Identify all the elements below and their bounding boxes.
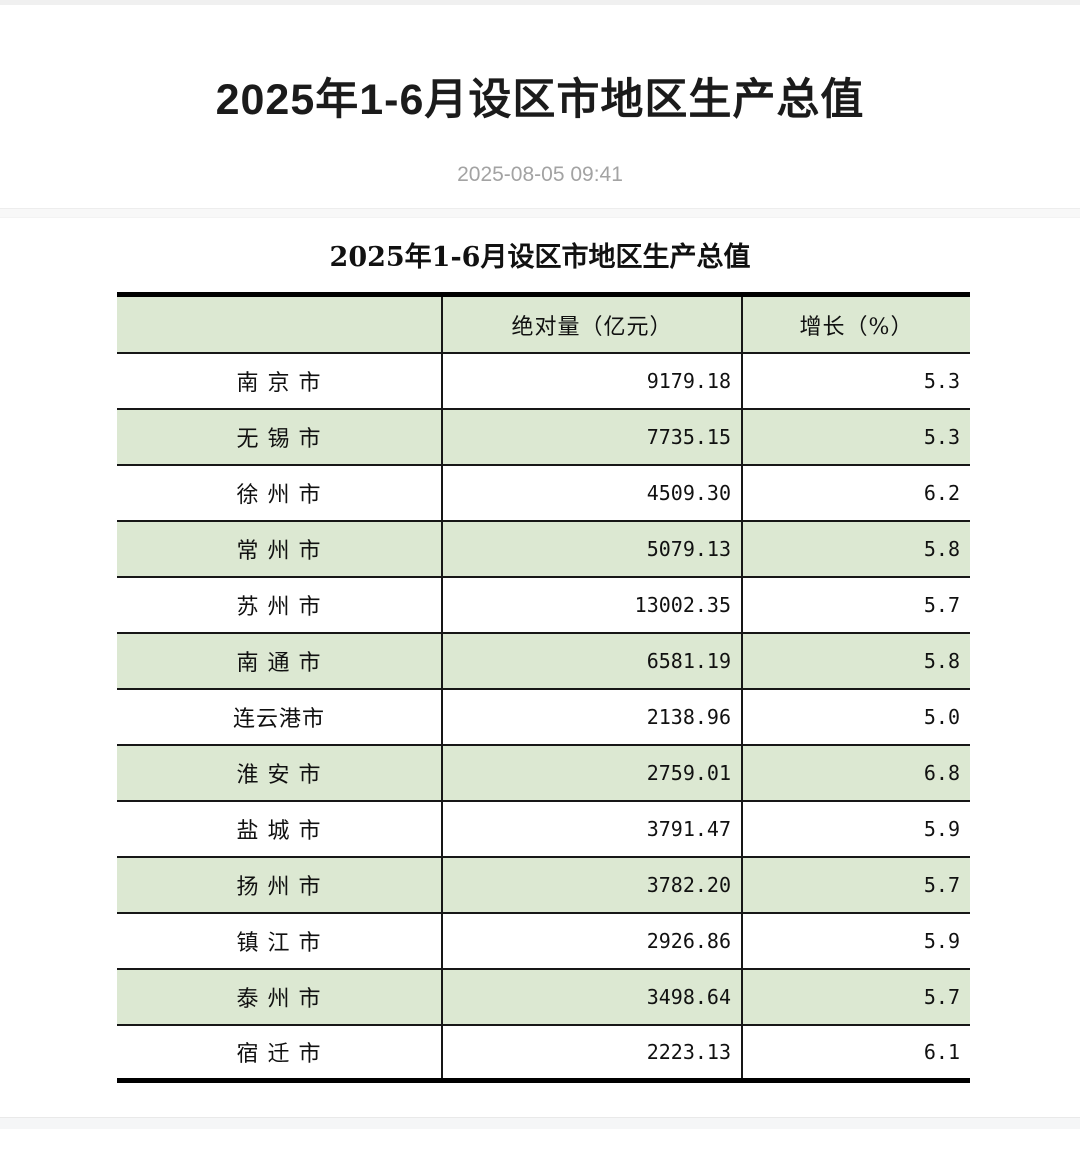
growth-value-cell: 5.0 (741, 688, 970, 746)
table-row: 扬 州 市 3782.20 5.7 (117, 856, 970, 914)
absolute-value-cell: 2223.13 (441, 1024, 742, 1081)
absolute-value-cell: 9179.18 (441, 352, 742, 410)
col-header-absolute: 绝对量（亿元） (441, 294, 742, 354)
section-divider (0, 208, 1080, 219)
table-title: 2025年1-6月设区市地区生产总值 (329, 242, 751, 274)
absolute-value-cell: 7735.15 (441, 408, 742, 466)
table-row: 南 通 市 6581.19 5.8 (117, 632, 970, 690)
growth-value-cell: 5.3 (741, 408, 970, 466)
publish-time: 2025-08-05 09:41 (457, 163, 623, 187)
table-row: 盐 城 市 3791.47 5.9 (117, 800, 970, 858)
absolute-value-cell: 3791.47 (441, 800, 742, 858)
city-cell: 常 州 市 (117, 520, 442, 578)
growth-value-cell: 5.7 (741, 968, 970, 1026)
absolute-value-cell: 2138.96 (441, 688, 742, 746)
table-header: 绝对量（亿元） 增长（%） (117, 294, 970, 354)
city-cell: 宿 迁 市 (117, 1024, 442, 1081)
city-cell: 镇 江 市 (117, 912, 442, 970)
table-body: 南 京 市 9179.18 5.3 无 锡 市 7735.15 5.3 徐 州 … (117, 352, 970, 1081)
absolute-value-cell: 3498.64 (441, 968, 742, 1026)
table-row: 徐 州 市 4509.30 6.2 (117, 464, 970, 522)
absolute-value-cell: 3782.20 (441, 856, 742, 914)
city-cell: 徐 州 市 (117, 464, 442, 522)
table-row: 无 锡 市 7735.15 5.3 (117, 408, 970, 466)
absolute-value-cell: 6581.19 (441, 632, 742, 690)
absolute-value-cell: 13002.35 (441, 576, 742, 634)
table-row: 宿 迁 市 2223.13 6.1 (117, 1024, 970, 1081)
absolute-value-cell: 5079.13 (441, 520, 742, 578)
col-header-growth: 增长（%） (741, 294, 970, 354)
page-top-strip (0, 0, 1080, 5)
growth-value-cell: 5.8 (741, 520, 970, 578)
table-row: 南 京 市 9179.18 5.3 (117, 352, 970, 410)
city-cell: 南 通 市 (117, 632, 442, 690)
table-row: 常 州 市 5079.13 5.8 (117, 520, 970, 578)
page-title: 2025年1-6月设区市地区生产总值 (215, 76, 865, 124)
gdp-table: 绝对量（亿元） 增长（%） 南 京 市 9179.18 5.3 无 锡 市 77… (117, 292, 970, 1084)
growth-value-cell: 5.3 (741, 352, 970, 410)
growth-value-cell: 5.9 (741, 912, 970, 970)
city-cell: 盐 城 市 (117, 800, 442, 858)
city-cell: 苏 州 市 (117, 576, 442, 634)
city-cell: 扬 州 市 (117, 856, 442, 914)
article-header: 2025年1-6月设区市地区生产总值 2025-08-05 09:41 (0, 5, 1080, 185)
growth-value-cell: 6.2 (741, 464, 970, 522)
growth-value-cell: 5.7 (741, 576, 970, 634)
city-cell: 连云港市 (117, 688, 442, 746)
page-footer-strip (0, 1117, 1080, 1130)
absolute-value-cell: 2926.86 (441, 912, 742, 970)
growth-value-cell: 5.9 (741, 800, 970, 858)
city-cell: 南 京 市 (117, 352, 442, 410)
growth-value-cell: 5.8 (741, 632, 970, 690)
growth-value-cell: 6.1 (741, 1024, 970, 1081)
header-row: 绝对量（亿元） 增长（%） (117, 294, 970, 354)
absolute-value-cell: 4509.30 (441, 464, 742, 522)
city-cell: 泰 州 市 (117, 968, 442, 1026)
table-row: 淮 安 市 2759.01 6.8 (117, 744, 970, 802)
table-row: 泰 州 市 3498.64 5.7 (117, 968, 970, 1026)
city-cell: 无 锡 市 (117, 408, 442, 466)
city-cell: 淮 安 市 (117, 744, 442, 802)
absolute-value-cell: 2759.01 (441, 744, 742, 802)
table-row: 苏 州 市 13002.35 5.7 (117, 576, 970, 634)
table-row: 连云港市 2138.96 5.0 (117, 688, 970, 746)
growth-value-cell: 6.8 (741, 744, 970, 802)
table-row: 镇 江 市 2926.86 5.9 (117, 912, 970, 970)
col-header-city (117, 294, 442, 354)
growth-value-cell: 5.7 (741, 856, 970, 914)
